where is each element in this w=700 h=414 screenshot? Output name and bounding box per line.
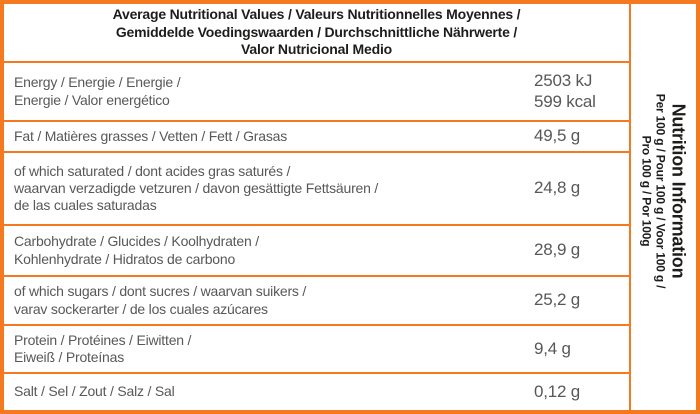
nutrient-value: 49,5 g (534, 126, 581, 146)
table-header-title: Average Nutritional Values / Valeurs Nut… (112, 6, 521, 58)
nutrient-label: Energy / Energie / Energie / Energie / V… (14, 74, 181, 108)
nutrient-label: Fat / Matières grasses / Vetten / Fett /… (14, 127, 288, 144)
nutrient-label: Carbohydrate / Glucides / Koolhydraten /… (14, 233, 259, 267)
nutrient-row-sugars: of which sugars / dont sucres / waarvan … (4, 277, 629, 326)
nutrient-value: 9,4 g (534, 338, 571, 358)
nutrient-value: 2503 kJ 599 kcal (534, 71, 596, 111)
nutrient-row-saturated-fat: of which saturated / dont acides gras sa… (4, 153, 629, 226)
nutrient-value: 24,8 g (534, 178, 581, 198)
nutrient-value: 25,2 g (534, 290, 581, 310)
nutrient-label: of which saturated / dont acides gras sa… (14, 162, 379, 214)
nutrient-row-fat: Fat / Matières grasses / Vetten / Fett /… (4, 122, 629, 153)
table-header: Average Nutritional Values / Valeurs Nut… (4, 4, 629, 63)
nutrient-label: Protein / Protéines / Eiwitten / Eiweiß … (14, 331, 192, 365)
nutrient-row-salt: Salt / Sel / Zout / Salz / Sal 0,12 g (4, 374, 629, 410)
sidebar-title: Nutrition Information (668, 103, 688, 279)
nutrient-value: 28,9 g (534, 240, 581, 260)
nutrition-table: Average Nutritional Values / Valeurs Nut… (4, 4, 629, 410)
sidebar-rotated-text: Nutrition Information Per 100 g / Pour 1… (639, 94, 688, 288)
nutrient-label: Salt / Sel / Zout / Salz / Sal (14, 383, 175, 400)
nutrient-label: of which sugars / dont sucres / waarvan … (14, 283, 307, 317)
nutrient-value: 0,12 g (534, 381, 581, 401)
nutrient-row-carbohydrate: Carbohydrate / Glucides / Koolhydraten /… (4, 226, 629, 277)
sidebar-per-100-text: Per 100 g / Pour 100 g / Voor 100 g / Pr… (639, 93, 668, 288)
nutrient-row-protein: Protein / Protéines / Eiwitten / Eiweiß … (4, 326, 629, 374)
nutrient-row-energy: Energy / Energie / Energie / Energie / V… (4, 63, 629, 122)
sidebar-per-100g: Nutrition Information Per 100 g / Pour 1… (629, 4, 696, 410)
